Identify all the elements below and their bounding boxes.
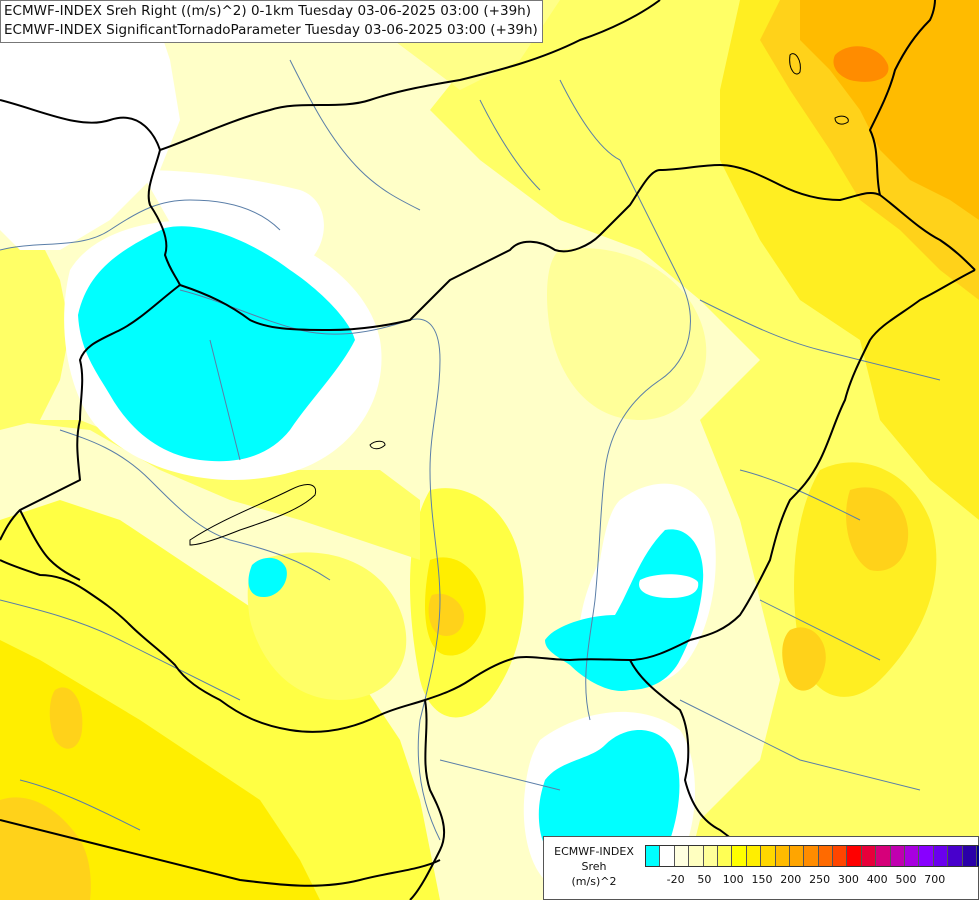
- lake-balaton: [189, 484, 317, 546]
- legend-swatch: [905, 846, 920, 866]
- legend-tick-label: 150: [751, 873, 773, 886]
- legend-tick-label: -20: [666, 873, 685, 886]
- river-east-3: [759, 599, 881, 661]
- lakes: [189, 53, 849, 546]
- river-south-1: [439, 759, 561, 791]
- legend-title: ECMWF-INDEX Sreh (m/s)^2: [548, 844, 640, 889]
- river-north-1: [289, 59, 421, 211]
- color-legend: ECMWF-INDEX Sreh (m/s)^2 -20 50 100 150 200 2…: [543, 836, 979, 900]
- legend-swatch: [962, 846, 977, 866]
- border-slovakia-hungary: [179, 164, 976, 331]
- band-sw-amber2: [49, 687, 83, 749]
- band-se-amber2: [782, 627, 826, 691]
- legend-tick-label: 300: [837, 873, 859, 886]
- band-se-amber: [846, 487, 909, 571]
- river-sw-1: [0, 599, 241, 701]
- river-west-3: [209, 339, 241, 461]
- legend-swatch: [919, 846, 934, 866]
- legend-tick-label: 200: [780, 873, 802, 886]
- legend-tick-label: 100: [722, 873, 744, 886]
- river-south-2: [679, 699, 921, 791]
- band-nw-white: [0, 0, 180, 250]
- legend-ticks: -20 50 100 150 200 250 300 400 500 700: [645, 873, 975, 889]
- band-sw-amber: [0, 797, 91, 900]
- river-east-2: [739, 469, 861, 521]
- band-sw-gold: [0, 640, 320, 900]
- band-west-light: [0, 420, 420, 560]
- band-center-light: [547, 248, 707, 420]
- legend-title-line-1: ECMWF-INDEX: [554, 845, 634, 858]
- river-north-2: [479, 99, 541, 191]
- legend-swatch: [689, 846, 704, 866]
- legend-swatch: [818, 846, 834, 866]
- legend-title-line-3: (m/s)^2: [571, 875, 617, 888]
- map-title-box: ECMWF-INDEX Sreh Right ((m/s)^2) 0-1km T…: [0, 0, 543, 43]
- legend-swatch: [833, 846, 848, 866]
- border-hungary-romania: [689, 269, 976, 641]
- legend-swatch: [789, 846, 805, 866]
- river-sw-2: [19, 779, 141, 831]
- river-tisza: [585, 159, 691, 721]
- legend-tick-label: 700: [924, 873, 946, 886]
- border-austria-slovenia: [19, 509, 81, 581]
- border-croatia-serbia: [409, 699, 446, 900]
- legend-tick-label: 50: [697, 873, 712, 886]
- river-west-1: [0, 199, 281, 251]
- lake-small-2: [789, 53, 801, 75]
- legend-swatch: [674, 846, 690, 866]
- cyan-area-southeast: [545, 529, 704, 691]
- legend-swatch: [890, 846, 906, 866]
- legend-swatch: [976, 846, 979, 866]
- map-title-line-1: ECMWF-INDEX Sreh Right ((m/s)^2) 0-1km T…: [4, 3, 531, 19]
- border-slovakia-north: [159, 0, 661, 151]
- legend-tick-label: 250: [809, 873, 831, 886]
- legend-swatch: [646, 846, 661, 866]
- lake-small-1: [369, 440, 386, 450]
- legend-swatch: [847, 846, 862, 866]
- border-austria-hungary: [0, 284, 181, 541]
- legend-swatch: [933, 846, 949, 866]
- legend-swatch: [775, 846, 790, 866]
- legend-swatch: [746, 846, 762, 866]
- band-southcenter-yellow: [247, 552, 407, 700]
- border-ukraine-west: [869, 0, 936, 196]
- border-croatia-bosnia: [0, 819, 441, 887]
- border-austria-slovakia-north: [0, 99, 181, 286]
- cyan-area-small: [248, 557, 287, 598]
- legend-swatch: [732, 846, 747, 866]
- legend-tick-label: 400: [866, 873, 888, 886]
- legend-swatch: [660, 846, 675, 866]
- river-danube: [179, 289, 441, 841]
- legend-swatch: [948, 846, 963, 866]
- legend-title-line-2: Sreh: [581, 860, 607, 873]
- rivers: [0, 59, 941, 841]
- border-hungary-croatia: [0, 559, 381, 733]
- cyan-area-west: [78, 226, 355, 462]
- legend-swatch: [703, 846, 718, 866]
- legend-swatch: [861, 846, 877, 866]
- band-central-amber: [428, 593, 465, 636]
- river-east-1: [699, 299, 941, 381]
- legend-tick-label: 500: [895, 873, 917, 886]
- lake-small-3: [834, 115, 849, 125]
- legend-swatches: [645, 845, 979, 867]
- legend-swatch: [804, 846, 819, 866]
- legend-swatch: [876, 846, 891, 866]
- map-title-line-2: ECMWF-INDEX SignificantTornadoParameter …: [4, 22, 538, 38]
- river-west-2: [59, 429, 331, 581]
- band-west-yellow: [0, 240, 70, 430]
- white-hole-southeast: [639, 574, 699, 598]
- legend-swatch: [717, 846, 733, 866]
- band-east-dark-orange: [833, 46, 889, 82]
- river-north-3: [559, 79, 621, 161]
- legend-swatch: [761, 846, 776, 866]
